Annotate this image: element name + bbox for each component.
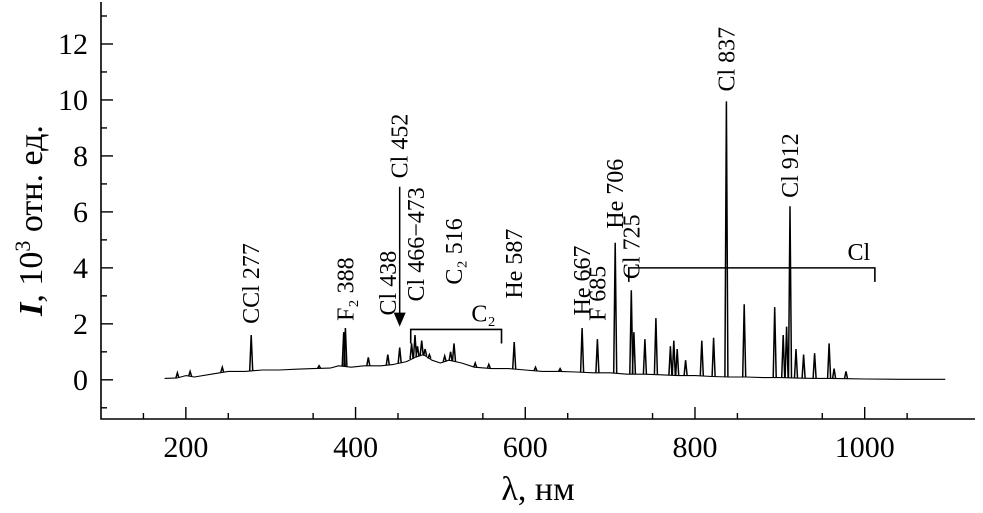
spectral-peak [187, 368, 193, 377]
x-tick-label: 1000 [835, 431, 895, 464]
peak-label: He 706 [603, 159, 629, 229]
spectral-peak [442, 353, 447, 362]
spectral-peak [595, 339, 600, 373]
group-bracket-label: Cl [848, 240, 871, 266]
spectral-peak [533, 365, 538, 372]
spectral-peak [612, 242, 618, 374]
spectral-peak [248, 334, 254, 371]
spectral-peak [175, 370, 180, 379]
axes [100, 2, 975, 420]
group-bracket-label: C₂ [471, 301, 495, 327]
y-axis-label: I, 103 отн. ед. [10, 125, 51, 317]
spectrum [164, 101, 946, 380]
y-tick-label: 10 [58, 84, 88, 117]
spectral-peak [784, 326, 789, 378]
spectral-peak [343, 327, 348, 367]
axis-lines [100, 2, 975, 420]
spectral-peak [772, 307, 777, 378]
spectral-peak [826, 343, 832, 379]
peak-label: He 587 [502, 229, 528, 299]
spectral-peak [699, 340, 705, 377]
spectral-peak [793, 348, 799, 379]
spectral-peak [419, 340, 424, 356]
spectral-peak [316, 364, 322, 369]
spectral-peak [724, 101, 729, 377]
x-axis-label: λ, нм [501, 471, 574, 508]
peak-label: Cl 837 [714, 27, 740, 92]
peak-label: F₂ 388 [333, 257, 359, 321]
y-axis-label-symbol: I [13, 301, 50, 317]
spectral-peak [409, 343, 414, 360]
spectral-peak [831, 368, 837, 379]
spectral-peak [557, 366, 563, 372]
y-axis-label-sup: 3 [10, 241, 35, 252]
spectral-peak [787, 206, 793, 378]
peak-label: Cl 452 [388, 114, 414, 179]
x-tick-label: 800 [672, 431, 717, 464]
peak-label: Cl 912 [778, 133, 804, 198]
spectral-peak [653, 318, 659, 375]
spectral-peak [366, 357, 371, 366]
peak-label: He 667 [570, 245, 596, 315]
y-axis-label-unit: отн. ед. [13, 125, 50, 241]
spectral-peak [642, 339, 648, 375]
peak-label: Cl 725 [619, 214, 645, 279]
y-tick-label: 8 [73, 140, 88, 173]
spectral-peak [668, 346, 673, 376]
peak-label: F 685 [585, 266, 611, 321]
spectral-peak [472, 360, 478, 368]
peak-label: C₂ 516 [442, 218, 468, 284]
spectral-peak [629, 290, 634, 375]
peak-label: Cl 466−473 [404, 187, 430, 301]
spectral-peak [579, 327, 585, 373]
x-tick-label: 200 [163, 431, 208, 464]
y-axis-label-text: , 10 [13, 252, 50, 303]
spectral-peak [631, 332, 637, 375]
x-tick-label: 600 [503, 431, 548, 464]
spectral-peak [671, 340, 677, 376]
spectral-peak [843, 371, 849, 379]
x-tick-label: 400 [333, 431, 378, 464]
y-tick-label: 0 [73, 364, 88, 397]
spectral-peak [220, 364, 225, 373]
y-tick-label: 6 [73, 196, 88, 229]
spectral-peak [448, 351, 453, 361]
spectral-peak [451, 343, 457, 362]
annotations: CCl 277 F₂ 388 Cl 438 Cl 452 Cl 466−473 C₂ 51… [239, 27, 876, 344]
spectral-peak [711, 337, 716, 377]
spectral-peak [415, 346, 420, 357]
spectral-peak [397, 347, 402, 364]
spectral-peak [741, 304, 747, 378]
spectral-peak [812, 353, 817, 379]
spectrum-baseline [164, 354, 946, 380]
peak-arrow-head [393, 312, 406, 327]
spectral-peak [683, 360, 688, 376]
peak-label: CCl 277 [239, 243, 265, 324]
spectral-peak [412, 334, 418, 358]
group-bracket [409, 328, 503, 344]
y-tick-label: 4 [73, 252, 88, 285]
spectral-peak [385, 354, 391, 366]
spectral-peak [801, 354, 806, 379]
y-tick-label: 2 [73, 308, 88, 341]
y-tick-label: 12 [58, 28, 88, 61]
group-bracket [627, 267, 876, 282]
spectral-peak [422, 348, 428, 356]
spectral-peak [427, 352, 432, 359]
spectral-peak [511, 341, 517, 370]
spectral-peak [486, 362, 492, 369]
spectral-peak [674, 348, 680, 376]
peak-label: Cl 438 [376, 251, 402, 316]
ticks: 200 400 600 800 1000 0 2 4 6 8 10 12 [58, 15, 908, 464]
spectral-peak [780, 334, 786, 378]
